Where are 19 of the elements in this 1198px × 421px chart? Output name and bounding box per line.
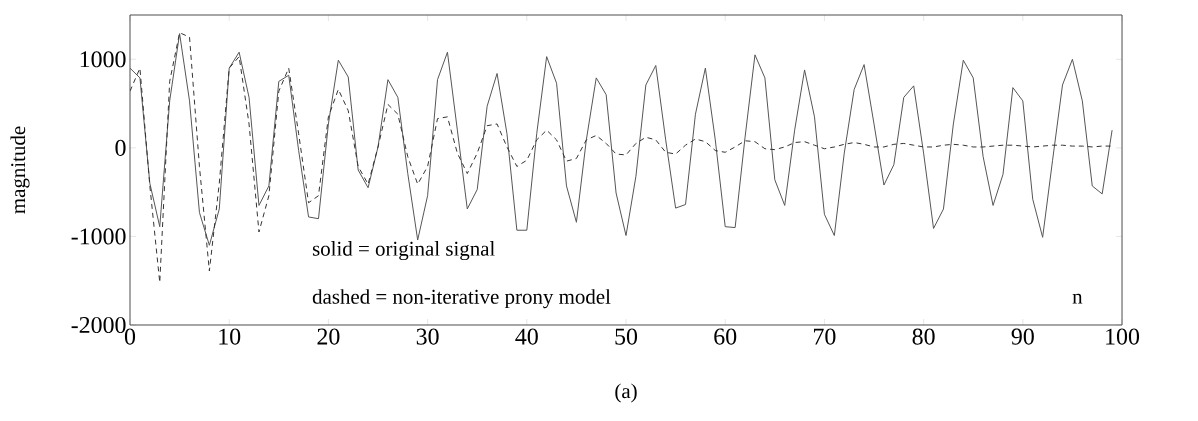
annotation: dashed = non-iterative prony model: [312, 289, 611, 309]
text: (a): [615, 383, 637, 403]
x-tick-label: 100: [1106, 328, 1140, 345]
x-tick-label: 30: [416, 328, 439, 345]
x-tick-label: 60: [714, 328, 737, 345]
x-axis-title: n: [1072, 293, 1083, 304]
annotation: solid = original signal: [312, 241, 495, 261]
y-tick-label: -2000: [71, 316, 126, 334]
x-tick-label: 70: [814, 328, 836, 345]
y-axis-title: magnitude: [10, 126, 30, 214]
y-tick-label: 0: [115, 139, 126, 156]
x-tick-label: 40: [515, 328, 538, 345]
x-tick-label: 80: [912, 328, 935, 345]
y-tick-label: -1000: [71, 228, 126, 245]
x-tick-label: 90: [1011, 328, 1034, 345]
x-tick-label: 50: [615, 328, 638, 345]
x-tick-label: 20: [317, 328, 340, 345]
y-tick-label: 1000: [80, 51, 126, 68]
x-tick-label: 10: [219, 328, 241, 345]
